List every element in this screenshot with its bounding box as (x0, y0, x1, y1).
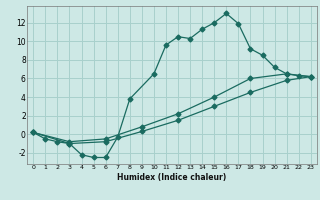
X-axis label: Humidex (Indice chaleur): Humidex (Indice chaleur) (117, 173, 227, 182)
